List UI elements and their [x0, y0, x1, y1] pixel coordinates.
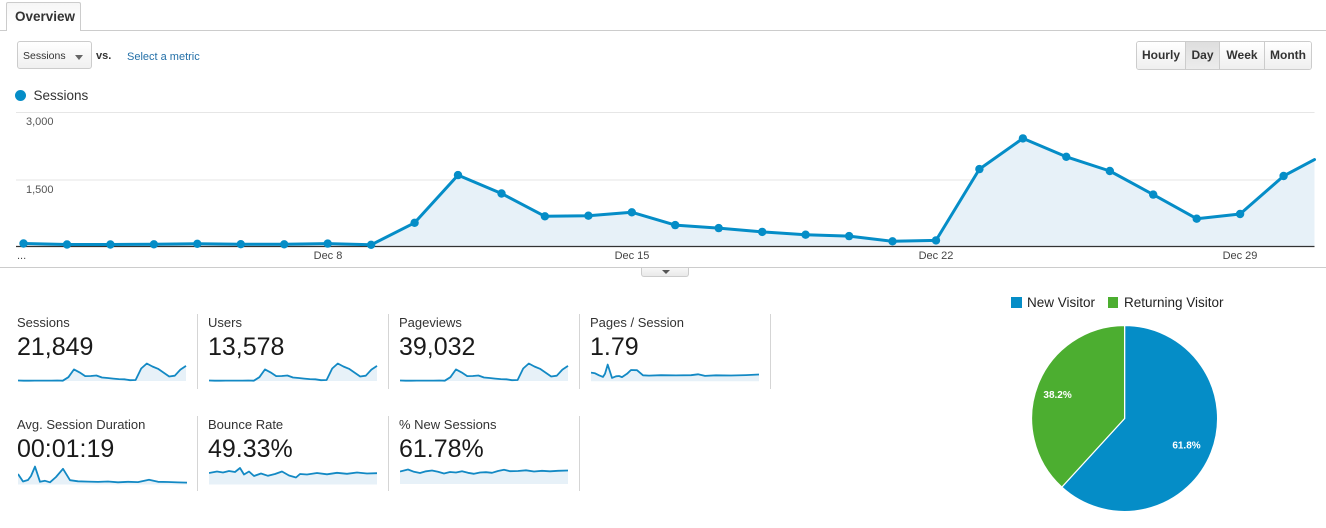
svg-text:61.8%: 61.8% — [1172, 441, 1200, 452]
svg-text:38.2%: 38.2% — [1043, 390, 1071, 401]
